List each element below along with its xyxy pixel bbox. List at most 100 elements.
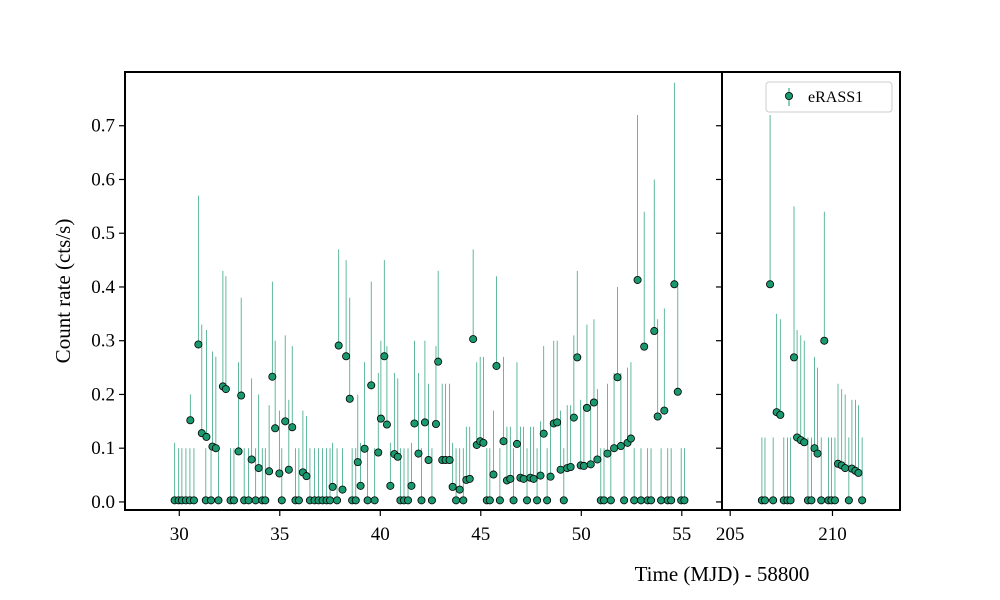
data-point — [334, 341, 343, 350]
data-point — [221, 385, 230, 394]
legend-box — [765, 81, 893, 113]
data-point — [268, 372, 277, 381]
data-point — [414, 449, 423, 458]
data-point — [523, 496, 532, 505]
data-point — [650, 327, 659, 336]
data-point — [345, 394, 354, 403]
x-axis-label: Time (MJD) - 58800 — [635, 562, 810, 586]
data-point — [342, 352, 351, 361]
data-point — [271, 424, 280, 433]
x-tick-label: 45 — [471, 524, 490, 545]
data-point — [613, 373, 622, 382]
data-point — [465, 474, 474, 483]
data-point — [427, 496, 436, 505]
x-tick-label: 35 — [270, 524, 289, 545]
data-point — [338, 485, 347, 494]
data-point — [424, 456, 433, 465]
data-point — [281, 417, 290, 426]
data-point — [673, 387, 682, 396]
data-point — [529, 474, 538, 483]
data-point — [800, 438, 809, 447]
data-point — [606, 496, 615, 505]
data-point — [660, 406, 669, 415]
data-point — [630, 496, 639, 505]
data-point — [186, 416, 195, 425]
data-point — [790, 353, 799, 362]
data-point — [202, 432, 211, 441]
data-point — [820, 336, 829, 345]
data-point — [386, 481, 395, 490]
data-point — [589, 398, 598, 407]
x-tick-label: 50 — [572, 524, 591, 545]
data-point — [333, 496, 342, 505]
data-point — [499, 437, 508, 446]
data-point — [302, 472, 311, 481]
legend: eRASS1 — [765, 81, 893, 113]
data-point — [356, 481, 365, 490]
legend-marker — [785, 92, 794, 101]
data-point — [539, 429, 548, 438]
data-point — [284, 465, 293, 474]
data-point — [841, 464, 850, 473]
data-point — [813, 449, 822, 458]
right-markers — [757, 280, 867, 505]
data-point — [620, 496, 629, 505]
data-point — [254, 464, 263, 473]
data-point — [579, 461, 588, 470]
data-point — [455, 485, 464, 494]
x-tick-label: 40 — [371, 524, 390, 545]
right-panel-frame — [721, 71, 901, 511]
left-y-ticks: 0.0 0.1 0.2 0.3 0.4 0.5 0.6 0.7 — [91, 116, 125, 513]
y-tick-label: 0.5 — [91, 223, 115, 244]
data-point — [404, 496, 413, 505]
data-point — [586, 460, 595, 469]
data-point — [680, 496, 689, 505]
data-point — [854, 468, 863, 477]
data-point — [776, 410, 785, 419]
data-point — [420, 418, 429, 427]
data-point — [251, 496, 260, 505]
data-point — [459, 496, 468, 505]
data-point — [786, 496, 795, 505]
data-point — [766, 280, 775, 289]
data-point — [376, 414, 385, 423]
data-point — [546, 472, 555, 481]
data-point — [237, 391, 246, 400]
data-point — [616, 442, 625, 451]
y-axis-label: Count rate (cts/s) — [51, 219, 75, 364]
data-point — [626, 434, 635, 443]
data-point — [495, 496, 504, 505]
data-point — [417, 496, 426, 505]
data-point — [633, 275, 642, 284]
data-point — [844, 496, 853, 505]
data-point — [194, 340, 203, 349]
data-point — [189, 496, 198, 505]
data-point — [277, 496, 286, 505]
y-tick-label: 0.0 — [91, 492, 115, 513]
data-point — [229, 496, 238, 505]
data-point — [407, 481, 416, 490]
x-tick-label: 30 — [170, 524, 189, 545]
data-point — [448, 482, 457, 491]
data-point — [326, 496, 335, 505]
data-point — [519, 474, 528, 483]
data-point — [247, 455, 256, 464]
data-point — [760, 496, 769, 505]
data-point — [858, 496, 867, 505]
data-point — [569, 413, 578, 422]
data-point — [489, 470, 498, 479]
data-point — [360, 444, 369, 453]
x-tick-label: 210 — [818, 524, 847, 545]
data-point — [566, 463, 575, 472]
data-point — [647, 496, 656, 505]
data-point — [353, 458, 362, 467]
left-panel: 0.0 0.1 0.2 0.3 0.4 0.5 0.6 0.7 30 35 40 45 50 55 — [91, 71, 723, 545]
data-point — [434, 357, 443, 366]
data-point — [657, 496, 666, 505]
right-errorbars — [761, 114, 863, 501]
data-point — [582, 403, 591, 412]
x-tick-label: 205 — [716, 524, 745, 545]
right-panel: 205 210 — [716, 71, 901, 545]
data-point — [214, 496, 223, 505]
